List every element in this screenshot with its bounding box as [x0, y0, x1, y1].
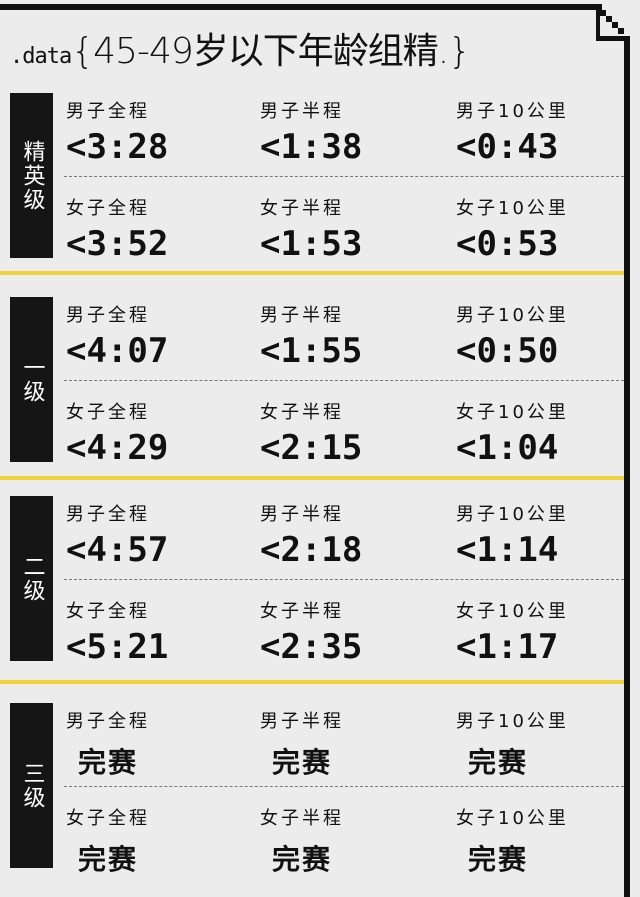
- category-label: 男子10公里: [456, 504, 569, 525]
- category-label: 男子10公里: [456, 305, 569, 326]
- category-label: 女子10公里: [456, 402, 569, 423]
- level-section: 精英级 男子全程 <3:28 男子半程 <1:38 男子10公里 <0:43 女…: [0, 93, 624, 264]
- standard-cell: 男子半程 <1:38: [260, 97, 450, 167]
- standard-cell: 女子半程 <1:53: [260, 194, 450, 264]
- time-value: 完赛: [468, 843, 529, 876]
- level-section: 一级 男子全程 <4:07 男子半程 <1:55 男子10公里 <0:50 女子…: [0, 297, 624, 468]
- section-divider: [0, 476, 624, 480]
- category-label: 女子半程: [260, 808, 344, 829]
- category-label: 女子10公里: [456, 601, 569, 622]
- level-badge: 三级: [10, 703, 53, 868]
- standard-cell: 女子10公里 <1:17: [456, 597, 640, 667]
- standard-cell: 女子全程 <4:29: [66, 398, 256, 468]
- category-label: 女子半程: [260, 601, 344, 622]
- standard-cell: 男子全程 <3:28: [66, 97, 256, 167]
- category-label: 女子半程: [260, 402, 344, 423]
- standard-cell: 女子半程 <2:35: [260, 597, 450, 667]
- category-label: 女子10公里: [456, 198, 569, 219]
- level-label: 三级: [19, 761, 45, 810]
- time-value: 完赛: [468, 746, 529, 779]
- dashed-divider: [64, 786, 624, 787]
- standard-cell: 男子10公里 完赛: [456, 707, 640, 781]
- standard-cell: 女子10公里 <1:04: [456, 398, 640, 468]
- dashed-divider: [64, 579, 624, 580]
- standard-cell: 女子10公里 <0:53: [456, 194, 640, 264]
- standard-cell: 男子半程 <1:55: [260, 301, 450, 371]
- level-badge: 一级: [10, 297, 53, 462]
- time-value: 完赛: [272, 746, 333, 779]
- category-label: 女子全程: [66, 808, 150, 829]
- time-value: <2:15: [260, 428, 363, 468]
- title-text: {45-49岁以下年龄组精.}: [71, 31, 471, 72]
- time-value: <5:21: [66, 627, 169, 667]
- standard-cell: 男子10公里 <0:43: [456, 97, 640, 167]
- time-value: 完赛: [78, 843, 139, 876]
- time-value: <0:43: [456, 127, 559, 167]
- standard-cell: 女子全程 <5:21: [66, 597, 256, 667]
- category-label: 男子半程: [260, 101, 344, 122]
- category-label: 男子全程: [66, 711, 150, 732]
- level-badge: 精英级: [10, 93, 53, 258]
- time-value: <1:14: [456, 530, 559, 570]
- frame-border-top: [0, 4, 598, 10]
- dashed-divider: [64, 380, 624, 381]
- time-value: <1:38: [260, 127, 363, 167]
- time-value: <0:53: [456, 224, 559, 264]
- time-value: <3:28: [66, 127, 169, 167]
- level-section: 三级 男子全程 完赛 男子半程 完赛 男子10公里 完赛 女子全程 完赛 女子半…: [0, 703, 624, 876]
- category-label: 女子全程: [66, 198, 150, 219]
- category-label: 男子10公里: [456, 711, 569, 732]
- standard-cell: 女子全程 完赛: [66, 804, 256, 878]
- standard-cell: 男子全程 <4:57: [66, 500, 256, 570]
- time-value: <1:17: [456, 627, 559, 667]
- standard-cell: 女子全程 <3:52: [66, 194, 256, 264]
- time-value: <1:04: [456, 428, 559, 468]
- standard-cell: 男子半程 完赛: [260, 707, 450, 781]
- section-divider: [0, 271, 624, 275]
- category-label: 男子半程: [260, 305, 344, 326]
- level-label: 精英级: [19, 139, 45, 212]
- standard-cell: 男子10公里 <1:14: [456, 500, 640, 570]
- dashed-divider: [64, 176, 624, 177]
- time-value: <4:57: [66, 530, 169, 570]
- level-label: 一级: [19, 355, 45, 404]
- category-label: 女子全程: [66, 402, 150, 423]
- category-label: 女子10公里: [456, 808, 569, 829]
- level-label: 二级: [19, 554, 45, 603]
- standard-cell: 女子10公里 完赛: [456, 804, 640, 878]
- title-prefix: .data: [10, 44, 72, 69]
- category-label: 男子半程: [260, 711, 344, 732]
- time-value: <3:52: [66, 224, 169, 264]
- category-label: 男子10公里: [456, 101, 569, 122]
- standard-cell: 女子半程 <2:15: [260, 398, 450, 468]
- time-value: <2:35: [260, 627, 363, 667]
- category-label: 男子全程: [66, 305, 150, 326]
- standard-cell: 男子全程 完赛: [66, 707, 256, 781]
- level-badge: 二级: [10, 496, 53, 661]
- time-value: <2:18: [260, 530, 363, 570]
- time-value: <4:29: [66, 428, 169, 468]
- page-title: .data{45-49岁以下年龄组精.}: [10, 22, 471, 74]
- standard-cell: 男子10公里 <0:50: [456, 301, 640, 371]
- level-section: 二级 男子全程 <4:57 男子半程 <2:18 男子10公里 <1:14 女子…: [0, 496, 624, 667]
- time-value: 完赛: [272, 843, 333, 876]
- frame-border-right: [624, 40, 630, 897]
- time-value: <1:55: [260, 331, 363, 371]
- standard-cell: 男子全程 <4:07: [66, 301, 256, 371]
- time-value: <0:50: [456, 331, 559, 371]
- time-value: <1:53: [260, 224, 363, 264]
- standard-cell: 女子半程 完赛: [260, 804, 450, 878]
- category-label: 女子半程: [260, 198, 344, 219]
- category-label: 男子全程: [66, 101, 150, 122]
- category-label: 男子半程: [260, 504, 344, 525]
- time-value: <4:07: [66, 331, 169, 371]
- time-value: 完赛: [78, 746, 139, 779]
- section-divider: [0, 680, 624, 684]
- standard-cell: 男子半程 <2:18: [260, 500, 450, 570]
- category-label: 女子全程: [66, 601, 150, 622]
- category-label: 男子全程: [66, 504, 150, 525]
- folded-corner-icon: [592, 4, 630, 41]
